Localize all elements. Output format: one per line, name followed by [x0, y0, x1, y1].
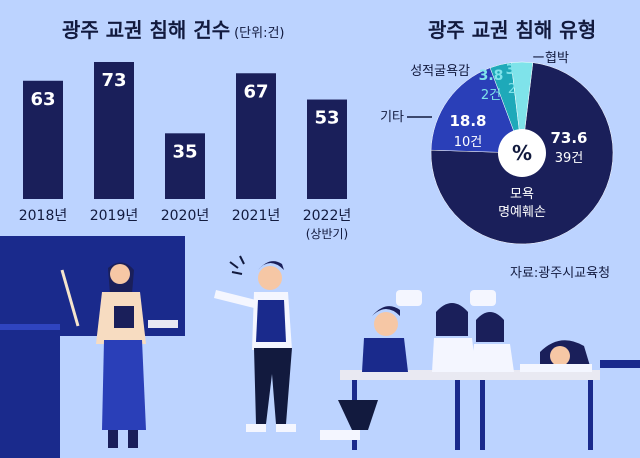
bar-0 [23, 80, 63, 199]
pie-value-label: 73.6 [550, 129, 587, 147]
pie-count-label: 2건 [481, 88, 501, 103]
teacher-figure [60, 262, 146, 448]
seated-students [320, 290, 592, 440]
bar-1 [94, 62, 134, 199]
pie-slice-3 [510, 61, 534, 154]
bar-3 [236, 73, 276, 199]
bar-category-label: 2020년 [161, 208, 210, 224]
pie-value-label: 3.8 [479, 68, 504, 84]
bar-chart-title-text: 광주 교권 침해 건수 [62, 18, 231, 42]
pie-center-hole [498, 129, 546, 177]
bar-category-note: (상반기) [306, 227, 348, 241]
pie-slice-1 [430, 67, 523, 154]
pie-category-label: ー협박 [532, 51, 569, 66]
source-note: 자료:광주시교육청 [510, 266, 611, 281]
bar-value-label: 63 [30, 89, 55, 110]
bar-4 [307, 99, 347, 199]
pie-chart-title-text: 광주 교권 침해 유형 [428, 18, 597, 42]
pie-value-label: 3.8 [506, 62, 531, 78]
bar-chart-title: 광주 교권 침해 건수 (단위:건) [62, 14, 285, 43]
bar-value-label: 35 [172, 141, 197, 162]
pie-category-label: 명예훼손 [498, 205, 546, 220]
bar-value-label: 67 [243, 81, 268, 102]
bar-category-label: 2019년 [90, 208, 139, 224]
pie-value-label: 18.8 [449, 112, 486, 130]
chalkboard [0, 236, 185, 458]
bar-category-label: 2022년 [303, 208, 352, 224]
bar-chart-unit: (단위:건) [234, 26, 285, 41]
bar-category-label: 2021년 [232, 208, 281, 224]
pie-count-label: 10건 [454, 135, 483, 150]
pie-chart-title: 광주 교권 침해 유형 [428, 14, 596, 43]
pie-count-label: 2건 [508, 82, 528, 97]
pie-category-label: 성적굴욕감 [410, 64, 470, 79]
bar-2 [165, 133, 205, 199]
bar-value-label: 53 [314, 108, 339, 129]
bar-value-label: 73 [101, 70, 126, 91]
student-desks [340, 360, 640, 450]
pie-category-label: 모욕 [510, 187, 534, 202]
pie-category-label: 기타 [380, 110, 404, 125]
pie-count-label: 39건 [555, 151, 584, 166]
pie-center-symbol: % [512, 141, 532, 165]
bar-category-label: 2018년 [19, 208, 68, 224]
bar-chart: 63 2018년 73 2019년 35 2020년 67 2021년 53 2022년 (상반기) [19, 62, 352, 241]
standing-student-figure [214, 255, 296, 432]
